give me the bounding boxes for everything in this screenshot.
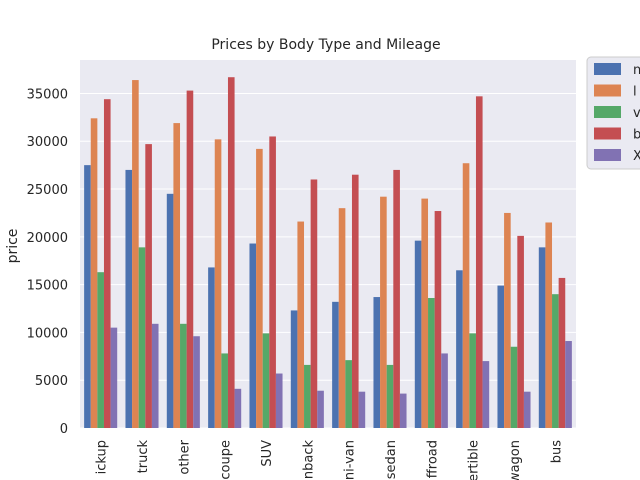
x-tick-label: sedan bbox=[384, 440, 399, 479]
legend-swatch bbox=[594, 106, 621, 118]
legend-swatch bbox=[594, 63, 621, 75]
x-tick-label: ni-van bbox=[343, 440, 358, 480]
bar-coupe-series-2 bbox=[214, 139, 222, 428]
y-tick-label: 20000 bbox=[27, 231, 68, 246]
bar-sedan-series-5 bbox=[399, 393, 407, 428]
x-tick-label: bus bbox=[549, 440, 564, 463]
bar-truck-series-3 bbox=[138, 247, 146, 428]
bar-sedan-series-2 bbox=[380, 196, 387, 428]
legend-label: b bbox=[633, 128, 640, 143]
bar-bus-series-1 bbox=[538, 247, 546, 428]
bar-SUV-series-2 bbox=[256, 148, 263, 428]
y-tick-label: 30000 bbox=[27, 135, 68, 150]
x-tick-label: SUV bbox=[260, 440, 275, 467]
y-axis-ticks: 0 5000 10000 15000 20000 25000 30000 35000 bbox=[27, 87, 68, 437]
bar-pickup-series-4 bbox=[103, 99, 111, 428]
bar-coupe-series-4 bbox=[227, 77, 235, 428]
bar-coupe-series-5 bbox=[234, 388, 242, 428]
legend-label: n bbox=[633, 63, 640, 78]
bar-convertible-series-3 bbox=[469, 333, 476, 428]
bar-other-series-5 bbox=[193, 336, 200, 428]
bar-hatchback-series-4 bbox=[310, 179, 318, 428]
bar-other-series-2 bbox=[173, 123, 181, 428]
bar-bus-series-4 bbox=[558, 277, 566, 428]
bar-mini-van-series-3 bbox=[345, 360, 352, 428]
bar-offroad-series-4 bbox=[434, 211, 442, 428]
bar-offroad-series-2 bbox=[421, 198, 429, 428]
bar-convertible-series-1 bbox=[456, 270, 463, 428]
bar-offroad-series-3 bbox=[428, 298, 435, 428]
bar-bus-series-5 bbox=[565, 341, 572, 428]
bar-convertible-series-5 bbox=[482, 361, 490, 428]
bar-truck-series-1 bbox=[125, 169, 133, 428]
bar-sedan-series-4 bbox=[393, 169, 400, 428]
legend-swatch bbox=[594, 84, 621, 97]
y-axis-label: price bbox=[5, 229, 21, 264]
legend-label: v bbox=[633, 106, 640, 121]
chart-title: Prices by Body Type and Mileage bbox=[211, 37, 440, 53]
x-tick-label: ertible bbox=[467, 440, 482, 480]
bar-pickup-series-3 bbox=[97, 272, 104, 428]
bar-wagon-series-1 bbox=[497, 285, 505, 428]
bar-hatchback-series-1 bbox=[290, 310, 298, 428]
x-axis-ticks: ickup truck other coupe SUV nback ni-van sedan f… bbox=[95, 439, 565, 480]
y-tick-label: 5000 bbox=[35, 374, 68, 389]
plot-area bbox=[80, 60, 576, 428]
bar-hatchback-series-2 bbox=[297, 221, 305, 428]
bars bbox=[84, 77, 572, 428]
legend-label: X bbox=[633, 149, 640, 164]
bar-coupe-series-1 bbox=[208, 267, 215, 428]
bar-hatchback-series-5 bbox=[317, 390, 324, 428]
bar-bus-series-3 bbox=[552, 294, 559, 428]
bar-convertible-series-2 bbox=[462, 163, 470, 428]
bar-mini-van-series-1 bbox=[332, 301, 339, 428]
x-tick-label: ffroad bbox=[425, 440, 440, 478]
bar-coupe-series-3 bbox=[221, 353, 228, 428]
legend-label: l bbox=[633, 85, 637, 100]
bar-offroad-series-5 bbox=[441, 353, 448, 428]
bar-offroad-series-1 bbox=[414, 240, 422, 428]
bar-wagon-series-5 bbox=[523, 391, 531, 428]
bar-sedan-series-3 bbox=[386, 364, 394, 428]
bar-wagon-series-3 bbox=[510, 346, 518, 428]
bar-mini-van-series-5 bbox=[358, 391, 366, 428]
y-tick-label: 10000 bbox=[27, 326, 68, 341]
bar-other-series-1 bbox=[166, 193, 174, 428]
x-tick-label: ickup bbox=[95, 440, 110, 474]
bar-wagon-series-2 bbox=[504, 212, 511, 428]
gridlines bbox=[80, 92, 576, 429]
bar-SUV-series-3 bbox=[262, 333, 270, 428]
bar-mini-van-series-4 bbox=[351, 174, 359, 428]
bar-convertible-series-4 bbox=[475, 96, 483, 428]
legend-swatch bbox=[594, 149, 621, 161]
bar-other-series-4 bbox=[186, 90, 194, 428]
bar-sedan-series-1 bbox=[373, 297, 381, 428]
bar-truck-series-2 bbox=[132, 80, 139, 428]
bar-mini-van-series-2 bbox=[338, 208, 346, 428]
bar-SUV-series-5 bbox=[275, 373, 283, 428]
legend-swatch bbox=[594, 127, 621, 140]
x-tick-label: nback bbox=[301, 440, 316, 480]
x-tick-label: coupe bbox=[219, 440, 234, 480]
x-tick-label: other bbox=[177, 439, 192, 474]
bar-wagon-series-4 bbox=[517, 235, 524, 428]
y-tick-label: 0 bbox=[60, 422, 68, 437]
bar-pickup-series-2 bbox=[90, 118, 98, 428]
bar-pickup-series-1 bbox=[84, 165, 91, 428]
bar-truck-series-5 bbox=[151, 323, 159, 428]
x-tick-label: truck bbox=[136, 440, 151, 474]
y-tick-label: 15000 bbox=[27, 279, 68, 294]
x-tick-label: wagon bbox=[508, 440, 523, 480]
bar-truck-series-4 bbox=[145, 144, 152, 428]
bar-SUV-series-1 bbox=[249, 243, 257, 428]
bar-hatchback-series-3 bbox=[304, 364, 311, 428]
bar-SUV-series-4 bbox=[269, 136, 276, 428]
bar-other-series-3 bbox=[180, 323, 187, 428]
y-tick-label: 25000 bbox=[27, 183, 68, 198]
bar-bus-series-2 bbox=[545, 222, 553, 428]
y-tick-label: 35000 bbox=[27, 87, 68, 102]
bar-pickup-series-5 bbox=[110, 327, 118, 428]
